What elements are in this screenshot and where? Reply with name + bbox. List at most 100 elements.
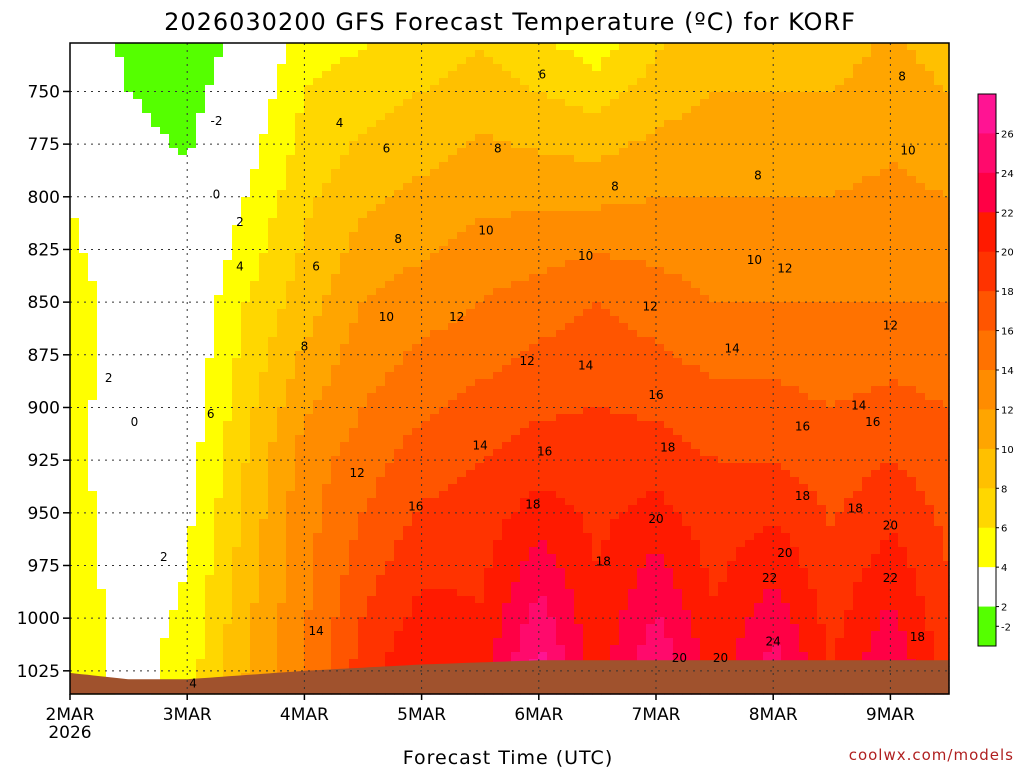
temperature-cell bbox=[439, 351, 449, 359]
temperature-cell bbox=[493, 477, 503, 485]
temperature-cell bbox=[502, 337, 512, 345]
temperature-cell bbox=[241, 281, 251, 289]
temperature-cell bbox=[79, 365, 89, 373]
temperature-cell bbox=[250, 71, 260, 79]
temperature-cell bbox=[106, 631, 116, 639]
temperature-cell bbox=[475, 442, 485, 450]
temperature-cell bbox=[430, 498, 440, 506]
temperature-cell bbox=[259, 358, 269, 366]
temperature-cell bbox=[502, 155, 512, 163]
temperature-cell bbox=[376, 141, 386, 149]
temperature-cell bbox=[124, 253, 134, 261]
temperature-cell bbox=[151, 141, 161, 149]
temperature-cell bbox=[376, 330, 386, 338]
temperature-cell bbox=[538, 428, 548, 436]
temperature-cell bbox=[475, 540, 485, 548]
temperature-cell bbox=[250, 421, 260, 429]
temperature-cell bbox=[538, 477, 548, 485]
temperature-cell bbox=[520, 225, 530, 233]
temperature-cell bbox=[142, 484, 152, 492]
temperature-cell bbox=[412, 414, 422, 422]
temperature-cell bbox=[511, 414, 521, 422]
temperature-cell bbox=[466, 498, 476, 506]
temperature-cell bbox=[268, 295, 278, 303]
temperature-cell bbox=[106, 50, 116, 58]
temperature-cell bbox=[358, 337, 368, 345]
temperature-cell bbox=[178, 85, 188, 93]
temperature-cell bbox=[466, 50, 476, 58]
temperature-cell bbox=[322, 568, 332, 576]
temperature-cell bbox=[160, 428, 170, 436]
temperature-cell bbox=[502, 358, 512, 366]
temperature-cell bbox=[457, 302, 467, 310]
temperature-cell bbox=[493, 617, 503, 625]
temperature-cell bbox=[520, 365, 530, 373]
temperature-cell bbox=[259, 106, 269, 114]
temperature-cell bbox=[421, 64, 431, 72]
temperature-cell bbox=[169, 85, 179, 93]
temperature-cell bbox=[304, 407, 314, 415]
temperature-cell bbox=[160, 183, 170, 191]
temperature-cell bbox=[529, 330, 539, 338]
temperature-cell bbox=[322, 274, 332, 282]
temperature-cell bbox=[502, 603, 512, 611]
temperature-cell bbox=[241, 638, 251, 646]
temperature-cell bbox=[493, 204, 503, 212]
temperature-cell bbox=[259, 666, 269, 674]
temperature-cell bbox=[484, 393, 494, 401]
temperature-cell bbox=[205, 449, 215, 457]
temperature-cell bbox=[385, 393, 395, 401]
temperature-cell bbox=[520, 554, 530, 562]
temperature-cell bbox=[493, 526, 503, 534]
temperature-cell bbox=[286, 197, 296, 205]
temperature-cell bbox=[223, 582, 233, 590]
temperature-cell bbox=[268, 638, 278, 646]
temperature-cell bbox=[115, 330, 125, 338]
temperature-cell bbox=[421, 267, 431, 275]
temperature-cell bbox=[124, 295, 134, 303]
temperature-cell bbox=[502, 120, 512, 128]
temperature-cell bbox=[502, 428, 512, 436]
temperature-cell bbox=[484, 561, 494, 569]
temperature-cell bbox=[268, 575, 278, 583]
temperature-cell bbox=[259, 379, 269, 387]
temperature-cell bbox=[412, 470, 422, 478]
temperature-cell bbox=[367, 239, 377, 247]
temperature-cell bbox=[430, 232, 440, 240]
temperature-cell bbox=[196, 113, 206, 121]
temperature-cell bbox=[430, 218, 440, 226]
temperature-cell bbox=[448, 421, 458, 429]
temperature-cell bbox=[169, 442, 179, 450]
temperature-cell bbox=[538, 246, 548, 254]
temperature-cell bbox=[124, 365, 134, 373]
temperature-cell bbox=[421, 596, 431, 604]
temperature-cell bbox=[340, 57, 350, 65]
temperature-cell bbox=[106, 547, 116, 555]
temperature-cell bbox=[151, 281, 161, 289]
temperature-cell bbox=[124, 589, 134, 597]
temperature-cell bbox=[151, 330, 161, 338]
temperature-cell bbox=[457, 589, 467, 597]
temperature-cell bbox=[277, 582, 287, 590]
temperature-cell bbox=[277, 330, 287, 338]
temperature-cell bbox=[493, 484, 503, 492]
temperature-cell bbox=[511, 155, 521, 163]
temperature-cell bbox=[502, 470, 512, 478]
temperature-cell bbox=[106, 379, 116, 387]
temperature-cell bbox=[286, 246, 296, 254]
temperature-cell bbox=[475, 407, 485, 415]
temperature-cell bbox=[178, 484, 188, 492]
temperature-cell bbox=[214, 169, 224, 177]
temperature-cell bbox=[205, 337, 215, 345]
temperature-cell bbox=[232, 498, 242, 506]
temperature-cell bbox=[511, 316, 521, 324]
temperature-cell bbox=[196, 428, 206, 436]
temperature-cell bbox=[250, 344, 260, 352]
temperature-cell bbox=[349, 561, 359, 569]
temperature-cell bbox=[259, 631, 269, 639]
temperature-cell bbox=[88, 281, 98, 289]
temperature-cell bbox=[340, 610, 350, 618]
temperature-cell bbox=[196, 477, 206, 485]
temperature-cell bbox=[502, 260, 512, 268]
temperature-cell bbox=[268, 505, 278, 513]
